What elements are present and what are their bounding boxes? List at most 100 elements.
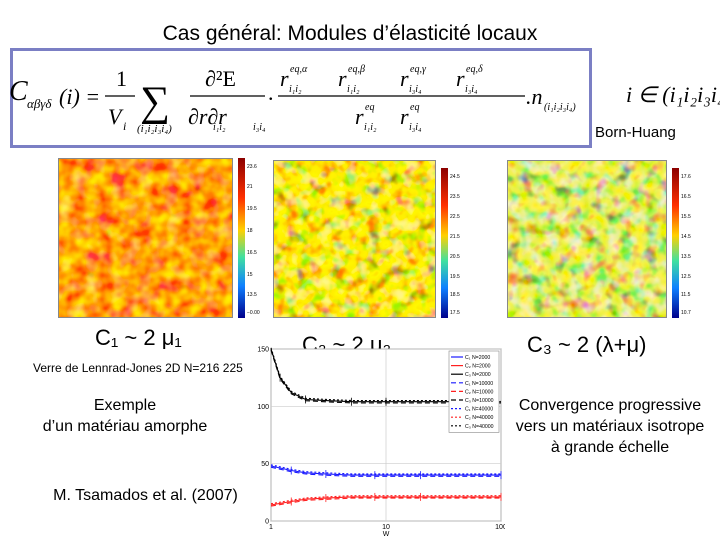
formula-one: 1 (116, 66, 127, 91)
num-r2: r (338, 66, 347, 91)
den-sub-1: i₁i₂ (364, 122, 377, 133)
modulus-map-c3 (507, 160, 667, 318)
heatmap-c2 (274, 161, 435, 317)
x-tick-label-1: 10 (382, 524, 390, 531)
legend-entry-8: C₃ N=40000 (465, 424, 494, 430)
num-sub-3: i₃i₄ (409, 84, 422, 95)
series-line-0-2 (270, 464, 501, 475)
formula-dot: . (268, 80, 274, 105)
map-label-c3: C₃ ~ 2 (λ+μ) (527, 332, 647, 357)
chart-series (270, 347, 502, 507)
series-line-1-2 (270, 495, 501, 505)
series-line-2-1 (270, 350, 501, 404)
system-description: Verre de Lennrad-Jones 2D N=216 225 (33, 361, 243, 375)
colorbar-c3-tick-7: 10.7 (681, 310, 691, 316)
colorbar-c1: 23.6 21 19.5 18 16.5 15 13.5 −0.00 (238, 158, 260, 318)
colorbar-c1-tick-0: 23.6 (247, 164, 257, 170)
den-r2: r (400, 104, 409, 129)
den-sup-1: eq (365, 102, 374, 113)
colorbar-c2-tick-3: 21.5 (450, 234, 460, 240)
legend-entry-7: C₂ N=40000 (465, 415, 494, 421)
num-sup-beta: eq,β (348, 64, 365, 75)
num-sub-2: i₁i₂ (347, 84, 360, 95)
legend-entry-3: C₁ N=10000 (465, 381, 493, 387)
series-line-0-1 (270, 466, 501, 477)
map-label-c1: C₁ ~ 2 μ₁ (95, 325, 182, 350)
colorbar-c3-tick-6: 11.5 (681, 292, 691, 298)
example-line-1: Exemple (93, 397, 157, 414)
colorbar-c3-tick-1: 16.5 (681, 194, 691, 200)
series-line-0-0 (270, 465, 501, 476)
citation: M. Tsamados et al. (2007) (53, 487, 238, 504)
formula-vi-sub: i (123, 119, 126, 133)
convergence-line-2: vers un matériaux isotrope (515, 418, 705, 435)
legend-entry-5: C₃ N=10000 (465, 398, 494, 404)
colorbar-c3-tick-4: 13.5 (681, 254, 691, 260)
formula-sum-sub: (i₁i₂i₃i₄) (137, 123, 172, 135)
series-line-1-0 (270, 496, 501, 506)
x-tick-label-0: 1 (269, 524, 273, 531)
legend-entry-1: C₂ N=2000 (465, 364, 491, 370)
colorbar-c3-tick-5: 12.5 (681, 274, 691, 280)
heatmap-c1 (59, 159, 232, 317)
colorbar-c3-tick-2: 15.5 (681, 214, 691, 220)
chart-x-label: W (383, 531, 390, 537)
num-sub-1: i₁i₂ (289, 84, 302, 95)
colorbar-c3: 17.6 16.5 15.5 14.5 13.5 12.5 11.5 10.7 (672, 168, 691, 318)
legend-box (448, 350, 500, 433)
convergence-line-1: Convergence progressive (518, 397, 702, 414)
series-line-1-1 (270, 497, 501, 507)
modulus-map-c2 (273, 160, 436, 318)
colorbar-c2-tick-4: 20.5 (450, 254, 460, 260)
slide-title: Cas général: Modules d’élasticité locaux (162, 22, 538, 45)
x-tick-label-2: 100 (495, 524, 505, 531)
convergence-line-3: à grande échelle (550, 439, 670, 456)
num-sup-delta: eq,δ (466, 64, 483, 75)
colorbar-c2-tick-6: 18.5 (450, 292, 460, 298)
colorbar-c2-tick-5: 19.5 (450, 274, 460, 280)
colorbar-c1-tick-3: 18 (247, 228, 253, 234)
colorbar-c1-tick-4: 16.5 (247, 250, 257, 256)
legend-entry-0: C₁ N=2000 (465, 355, 490, 361)
legend-entry-2: C₃ N=2000 (465, 372, 491, 378)
colorbar-c1-tick-2: 19.5 (247, 206, 257, 212)
elasticity-formula: C αβγδ (i) = 1 V i ∑ (i₁i₂i₃i₄) ∂²E ∂r∂r… (9, 64, 576, 135)
index-condition: i ∈ (i₁i₂i₃i₄) (626, 82, 720, 107)
y-tick-label-0: 0 (265, 519, 269, 526)
colorbar-c3-tick-0: 17.6 (681, 174, 691, 180)
num-sup-alpha: eq,α (290, 64, 308, 75)
formula-partial-sub-12: i₁i₂ (213, 122, 226, 133)
formula-arg: (i) = (59, 84, 100, 109)
formula-vi: V (108, 104, 124, 129)
colorbar-c1-tick-7: −0.00 (247, 310, 260, 316)
chart-ticks: 1 10 100 0 50 100 150 (257, 347, 505, 532)
colorbar-c2-tick-7: 17.5 (450, 310, 460, 316)
colorbar-c3-tick-3: 14.5 (681, 234, 691, 240)
num-r3: r (400, 66, 409, 91)
formula-n-sub: (i₁i₂i₃i₄) (544, 102, 576, 113)
heatmap-c3 (508, 161, 666, 317)
y-tick-label-1: 50 (261, 461, 269, 468)
colorbar-c2: 24.5 23.5 22.5 21.5 20.5 19.5 18.5 17.5 (441, 168, 460, 318)
y-tick-label-3: 150 (257, 347, 269, 354)
example-line-2: d’un matériau amorphe (42, 418, 208, 435)
num-sup-gamma: eq,γ (410, 64, 427, 75)
example-note: Exemple d’un matériau amorphe (20, 395, 230, 437)
born-huang-label: Born-Huang (595, 124, 676, 141)
formula-n: .n (526, 84, 543, 109)
den-r1: r (355, 104, 364, 129)
colorbar-c2-tick-2: 22.5 (450, 214, 460, 220)
formula-highlight-box (10, 48, 592, 148)
colorbar-c1-tick-6: 13.5 (247, 292, 257, 298)
num-sub-4: i₃i₄ (465, 84, 478, 95)
num-r4: r (456, 66, 465, 91)
num-r1: r (280, 66, 289, 91)
legend-entry-6: C₁ N=40000 (465, 407, 493, 413)
convergence-chart: 1 10 100 0 50 100 150 C₁ N=2000 C₂ N=2000 C₃ N=2… (257, 347, 505, 538)
colorbar-c2-tick-1: 23.5 (450, 194, 460, 200)
formula-c: C (9, 76, 28, 107)
formula-partial-sub-34: i₃i₄ (253, 122, 266, 133)
colorbar-c1-tick-1: 21 (247, 184, 253, 190)
legend-entry-4: C₂ N=10000 (465, 389, 494, 395)
formula-c-sub: αβγδ (27, 96, 52, 111)
